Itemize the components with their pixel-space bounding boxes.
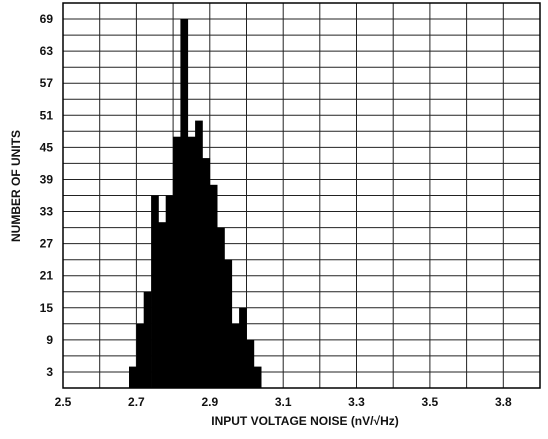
y-tick-label: 51 [40, 108, 54, 122]
histogram-bar [158, 222, 167, 388]
histogram-bar [173, 136, 181, 388]
plot-border [62, 2, 541, 389]
y-tick-label: 3 [46, 365, 53, 379]
y-tick-label: 33 [40, 205, 54, 219]
histogram-bars [129, 19, 262, 389]
histogram-bar [143, 291, 152, 389]
histogram-bar [246, 339, 255, 388]
y-tick-label: 9 [46, 333, 53, 347]
histogram-bar [224, 259, 233, 388]
histogram-bar [217, 227, 225, 388]
x-tick-label: 2.9 [201, 395, 218, 409]
x-tick-label: 3.5 [422, 395, 439, 409]
histogram-bar [239, 307, 247, 388]
histogram-bar [180, 19, 189, 388]
y-tick-label: 57 [40, 76, 54, 90]
histogram-bar [136, 323, 145, 388]
grid-lines [63, 3, 540, 388]
y-tick-label: 45 [40, 140, 54, 154]
y-tick-label: 15 [40, 301, 54, 315]
histogram-bar [231, 323, 240, 388]
y-tick-label: 63 [40, 44, 54, 58]
x-tick-label: 3.1 [275, 395, 292, 409]
x-tick-labels: 2.5 2.7 2.9 3.1 3.3 3.5 3.8 [55, 395, 512, 409]
histogram-bar [195, 120, 203, 388]
y-axis-title: NUMBER OF UNITS [9, 130, 23, 242]
histogram-bar [202, 158, 211, 388]
histogram-bar [165, 195, 174, 388]
histogram-bar [187, 136, 196, 388]
histogram-bar [209, 184, 218, 388]
y-tick-label: 27 [40, 237, 54, 251]
plot-frame [62, 2, 541, 389]
y-tick-label: 39 [40, 173, 54, 187]
y-tick-label: 69 [40, 12, 54, 26]
x-tick-label: 3.3 [348, 395, 365, 409]
x-tick-label: 2.5 [55, 395, 72, 409]
x-tick-label: 2.7 [128, 395, 145, 409]
x-axis-title: INPUT VOLTAGE NOISE (nV/√Hz) [211, 414, 398, 428]
histogram-bar [253, 366, 262, 388]
histogram-bar [151, 195, 159, 388]
x-tick-label: 3.8 [495, 395, 512, 409]
histogram-bar [129, 366, 137, 388]
y-tick-label: 21 [40, 269, 54, 283]
